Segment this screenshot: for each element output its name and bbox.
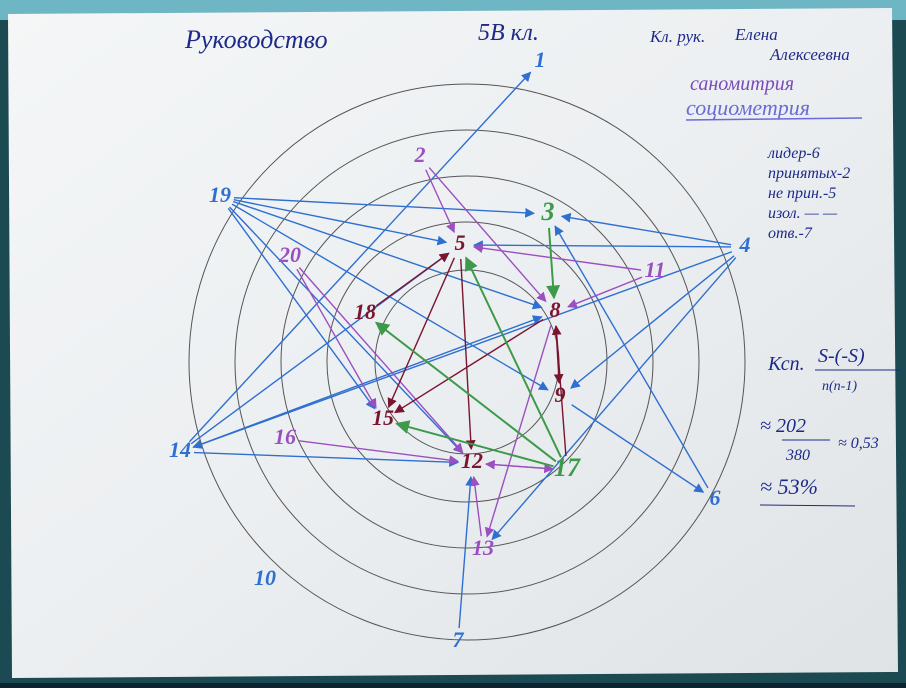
node-label: 12 (461, 448, 483, 473)
node-label: 2 (414, 142, 426, 167)
stat: отв.-7 (768, 225, 813, 242)
node-label: 15 (372, 405, 394, 430)
node-label: 9 (555, 382, 566, 407)
approx-denominator: 380 (785, 447, 810, 464)
teacher-name: Алексеевна (769, 45, 850, 64)
formula-denominator: n(n-1) (822, 379, 857, 394)
node-label: 18 (354, 299, 376, 324)
teacher-label: Кл. рук. (649, 27, 705, 46)
result-ratio: ≈ 0,53 (838, 435, 879, 452)
photo: 1234567891011121314151617181920 Руководс… (0, 0, 906, 683)
node-label: 16 (274, 424, 296, 449)
node-label: 17 (554, 453, 581, 482)
approx-numerator: ≈ 202 (760, 415, 806, 437)
heading: социометрия (686, 95, 810, 120)
result-percent: ≈ 53% (760, 474, 818, 499)
node-label: 4 (739, 232, 751, 257)
node-label: 6 (710, 485, 721, 510)
node-label: 1 (535, 47, 546, 72)
title: Руководство (184, 25, 328, 54)
stat: принятых-2 (768, 165, 850, 182)
node-label: 13 (472, 535, 494, 560)
node-label: 3 (541, 197, 555, 226)
formula-numerator: S-(-S) (818, 345, 865, 367)
node-label: 8 (550, 297, 561, 322)
node-label: 7 (453, 627, 465, 652)
node-label: 20 (278, 242, 301, 267)
node-label: 11 (645, 257, 666, 282)
node-label: 19 (209, 182, 231, 207)
class: 5В кл. (478, 20, 539, 46)
stat: не прин.-5 (768, 185, 836, 202)
node-label: 14 (169, 437, 191, 462)
stat: лидер-6 (767, 145, 820, 162)
node-label: 10 (254, 565, 276, 590)
formula-lhs: Ксп. (767, 353, 805, 375)
teacher-name: Елена (734, 25, 778, 44)
node-label: 5 (455, 230, 466, 255)
stat: изол. — — (768, 205, 838, 222)
heading-crossed: саномитрия (690, 73, 794, 95)
